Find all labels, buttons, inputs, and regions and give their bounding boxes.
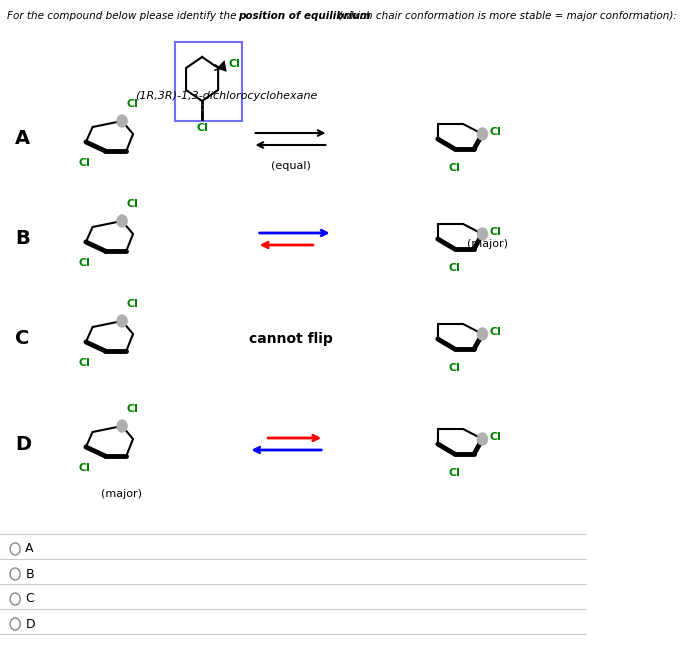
Text: B: B bbox=[15, 229, 30, 248]
Text: Cl: Cl bbox=[489, 127, 501, 137]
Text: (major): (major) bbox=[101, 489, 142, 499]
Text: Cl: Cl bbox=[78, 258, 90, 268]
Text: Cl: Cl bbox=[126, 404, 138, 414]
Text: (which chair conformation is more stable = major conformation):: (which chair conformation is more stable… bbox=[335, 11, 677, 21]
Text: Cl: Cl bbox=[228, 59, 240, 69]
Circle shape bbox=[477, 328, 487, 340]
Circle shape bbox=[477, 433, 487, 445]
Text: Cl: Cl bbox=[489, 227, 501, 237]
Text: A: A bbox=[15, 130, 30, 148]
Text: For the compound below please identify the: For the compound below please identify t… bbox=[7, 11, 240, 21]
Text: Cl: Cl bbox=[489, 432, 501, 442]
Text: Cl: Cl bbox=[78, 158, 90, 168]
Text: C: C bbox=[25, 592, 34, 606]
Text: Cl: Cl bbox=[126, 199, 138, 209]
Text: (equal): (equal) bbox=[270, 161, 310, 171]
Circle shape bbox=[117, 420, 127, 432]
Text: Cl: Cl bbox=[449, 468, 461, 478]
FancyBboxPatch shape bbox=[175, 42, 242, 121]
Polygon shape bbox=[218, 60, 227, 72]
Text: Cl: Cl bbox=[489, 327, 501, 337]
Circle shape bbox=[477, 128, 487, 140]
Text: Cl: Cl bbox=[78, 358, 90, 368]
Circle shape bbox=[117, 115, 127, 127]
Text: D: D bbox=[25, 617, 35, 631]
Text: (1R,3R)-1,3-dichlorocyclohexane: (1R,3R)-1,3-dichlorocyclohexane bbox=[135, 91, 317, 101]
Text: B: B bbox=[25, 567, 34, 581]
Text: position of equilibrium: position of equilibrium bbox=[238, 11, 371, 21]
Text: Cl: Cl bbox=[449, 363, 461, 373]
Text: D: D bbox=[15, 434, 31, 453]
Circle shape bbox=[117, 315, 127, 327]
Text: Cl: Cl bbox=[449, 263, 461, 273]
Text: (major): (major) bbox=[467, 239, 508, 249]
Circle shape bbox=[477, 228, 487, 240]
Text: C: C bbox=[15, 330, 29, 349]
Text: Cl: Cl bbox=[78, 463, 90, 473]
Text: cannot flip: cannot flip bbox=[249, 332, 332, 346]
Text: Cl: Cl bbox=[126, 99, 138, 109]
Text: Cl: Cl bbox=[196, 123, 208, 133]
Text: A: A bbox=[25, 542, 33, 556]
Text: Cl: Cl bbox=[449, 163, 461, 173]
Text: Cl: Cl bbox=[126, 299, 138, 309]
Circle shape bbox=[117, 215, 127, 227]
